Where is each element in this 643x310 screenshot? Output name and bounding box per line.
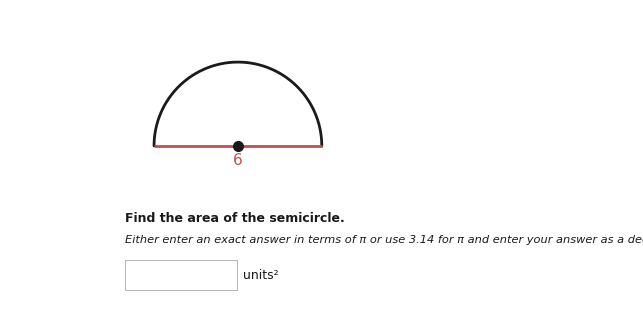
- Text: Either enter an exact answer in terms of π or use 3.14 for π and enter your answ: Either enter an exact answer in terms of…: [125, 235, 643, 245]
- FancyBboxPatch shape: [125, 260, 238, 291]
- Text: units²: units²: [243, 269, 278, 282]
- Text: 6: 6: [233, 153, 243, 168]
- Text: Find the area of the semicircle.: Find the area of the semicircle.: [125, 212, 345, 225]
